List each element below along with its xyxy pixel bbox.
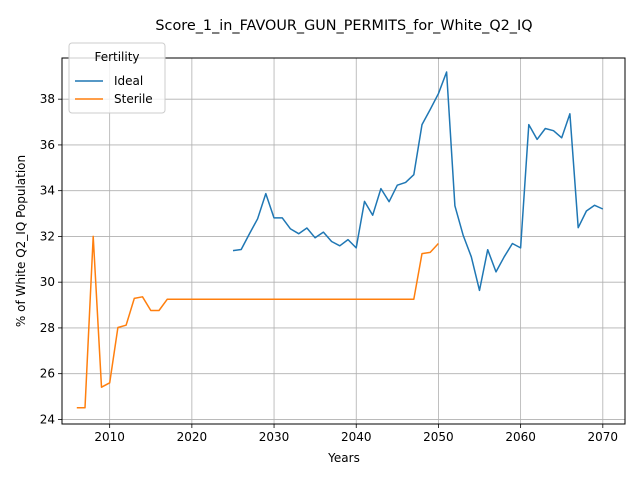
legend-box: [68, 42, 166, 114]
legend-label-sterile: Sterile: [114, 92, 153, 106]
x-tick-label: 2060: [505, 430, 536, 444]
x-tick-label: 2010: [94, 430, 125, 444]
y-tick-label: 26: [40, 367, 55, 381]
grid: [62, 58, 625, 424]
y-tick-label: 38: [40, 92, 55, 106]
y-tick-label: 34: [40, 184, 55, 198]
y-tick-label: 30: [40, 275, 55, 289]
y-tick-label: 24: [40, 412, 55, 426]
x-tick-label: 2020: [177, 430, 208, 444]
y-axis-label: % of White Q2_IQ Population: [14, 155, 28, 327]
legend-title: Fertility: [94, 50, 139, 64]
chart-title: Score_1_in_FAVOUR_GUN_PERMITS_for_White_…: [155, 18, 532, 34]
series-line-sterile: [76, 235, 439, 409]
legend-label-ideal: Ideal: [114, 74, 143, 88]
x-axis-ticks: 2010 2020 2030 2040 2050 2060 2070: [94, 424, 618, 444]
y-tick-label: 36: [40, 138, 55, 152]
y-tick-label: 32: [40, 229, 55, 243]
x-tick-label: 2030: [259, 430, 290, 444]
x-axis-label: Years: [327, 451, 360, 465]
x-tick-label: 2050: [423, 430, 454, 444]
x-tick-label: 2070: [588, 430, 619, 444]
series-lines: [76, 71, 604, 409]
y-axis-ticks: 24 26 28 30 32 34 36 38: [40, 92, 62, 426]
y-tick-label: 28: [40, 321, 55, 335]
legend: Fertility Ideal Sterile: [68, 42, 166, 114]
plot-area-frame: [61, 57, 626, 425]
x-tick-label: 2040: [341, 430, 372, 444]
series-line-ideal: [232, 71, 604, 292]
